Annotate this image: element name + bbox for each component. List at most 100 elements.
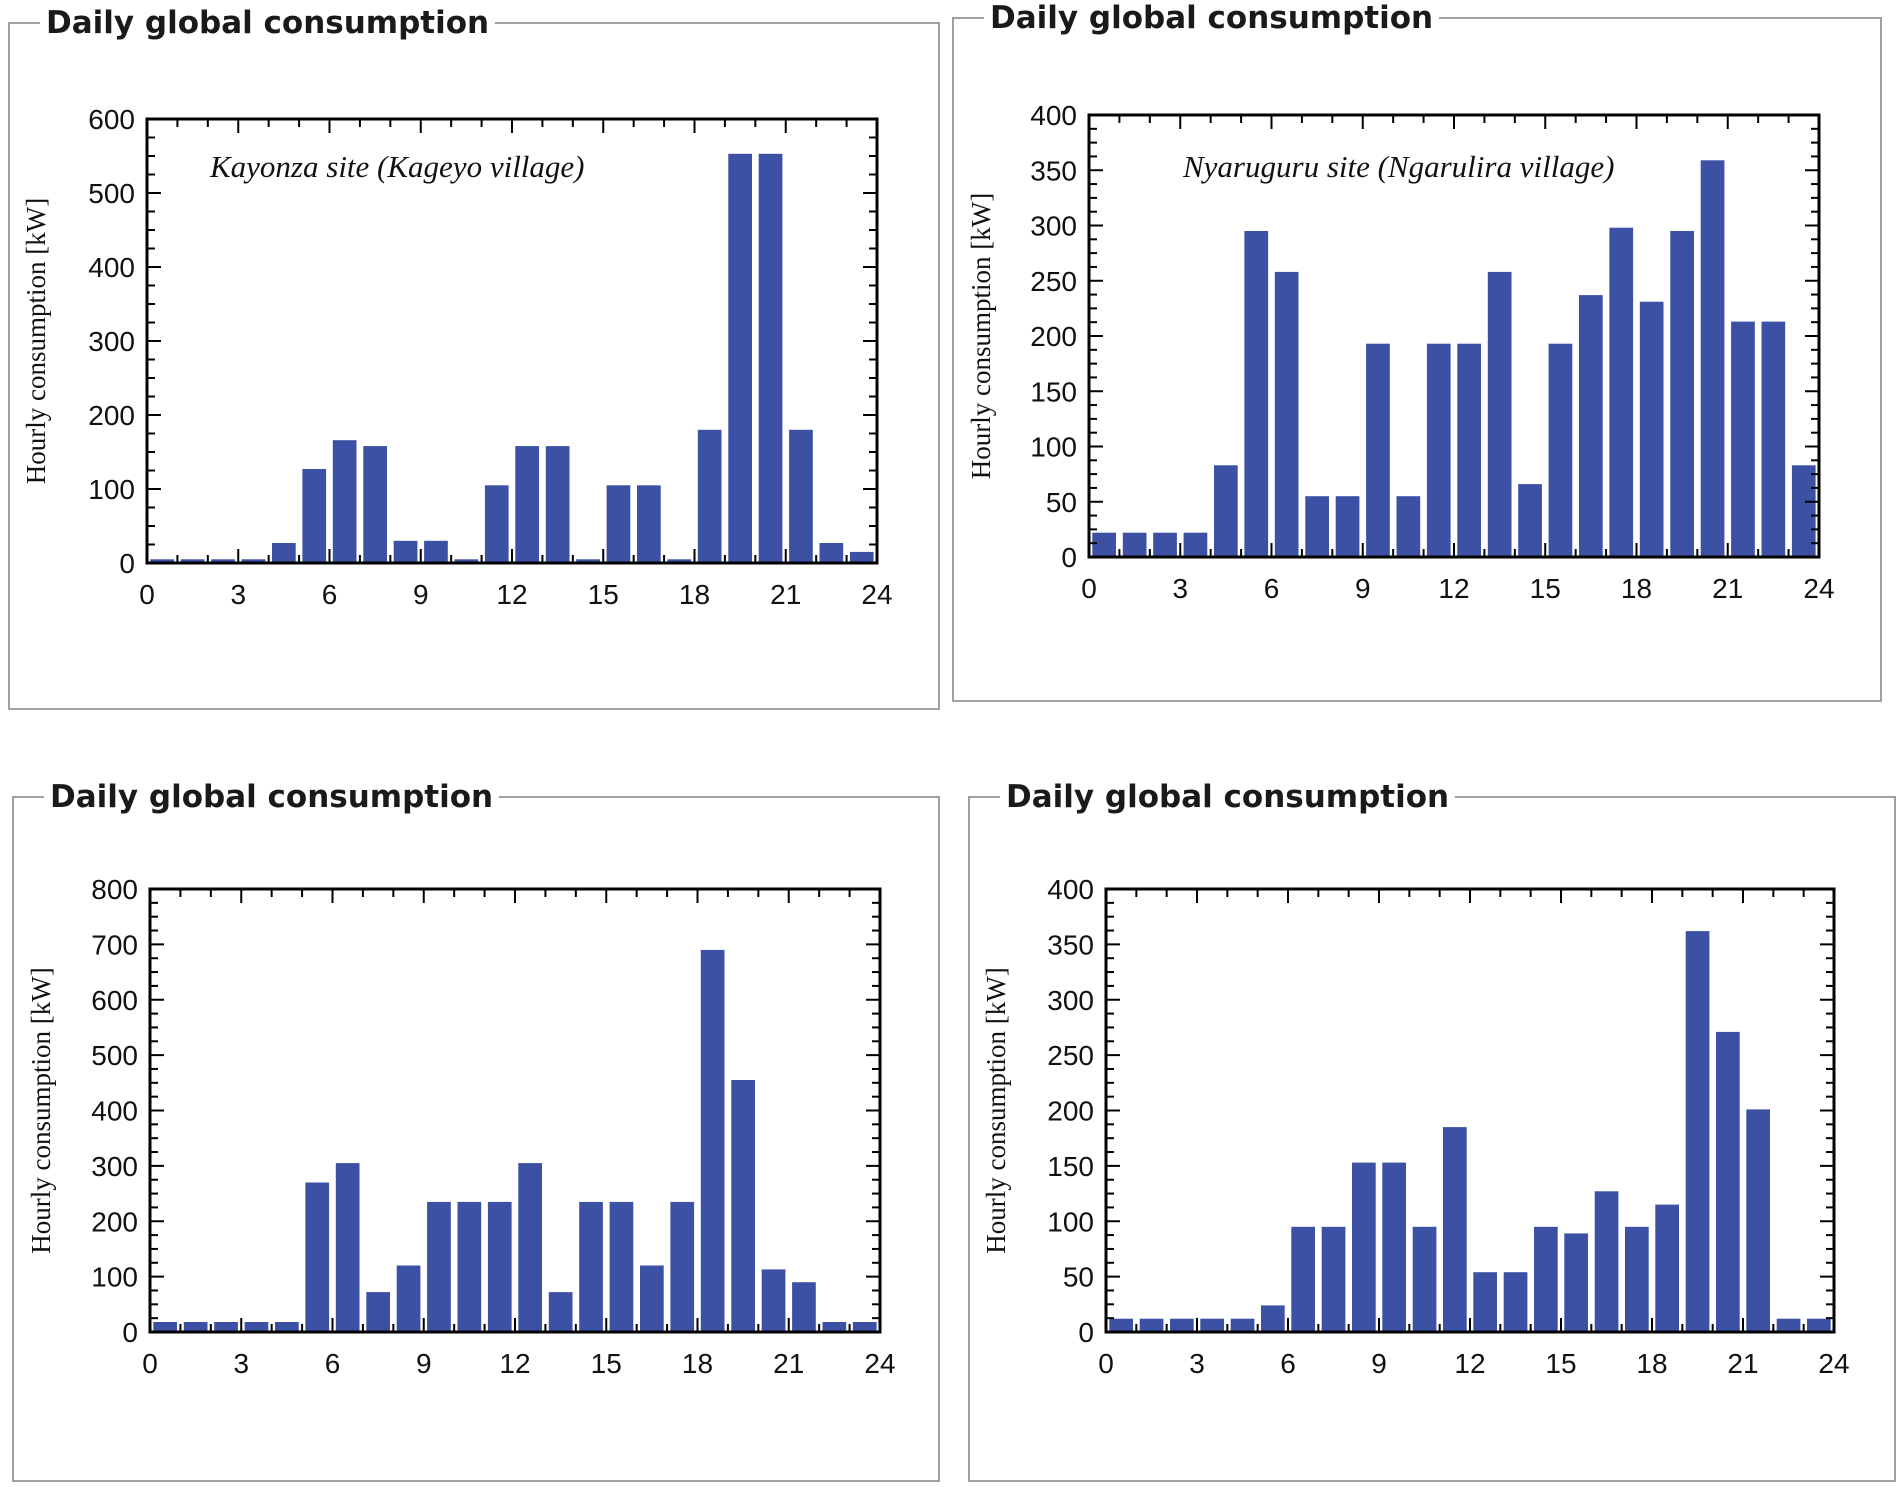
y-tick-label: 200 [88,400,135,431]
bar-hour-14 [1518,484,1542,557]
y-tick-label: 400 [1030,100,1077,131]
y-tick-label: 500 [88,178,135,209]
bar-hour-16 [1594,1191,1619,1332]
bar-hour-0 [1092,532,1116,557]
bar-hour-7 [366,1292,390,1332]
y-axis-label: Hourly consumption [kW] [981,967,1011,1253]
bar-hour-3 [241,559,266,563]
y-tick-label: 0 [122,1317,138,1348]
y-axis-label: Hourly consumption [kW] [966,193,996,479]
x-tick-label: 24 [861,579,892,610]
bar-hour-19 [1685,931,1710,1332]
bar-hour-17 [1625,1226,1649,1332]
x-tick-label: 9 [416,1348,432,1379]
bar-hour-23 [849,551,874,563]
bar-hour-9 [1382,1162,1406,1332]
y-tick-label: 150 [1030,376,1077,407]
y-tick-label: 700 [91,929,138,960]
y-tick-label: 600 [88,104,135,135]
bar-hour-12 [1473,1272,1497,1332]
bar-hour-20 [758,153,783,564]
x-tick-label: 3 [1172,573,1188,604]
bar-hour-22 [1761,321,1786,557]
bar-hour-11 [1426,343,1451,557]
panel-title: Daily global consumption [984,0,1440,37]
y-tick-label: 200 [91,1206,138,1237]
bar-hour-20 [761,1269,786,1332]
bar-hour-5 [302,469,327,563]
bar-hour-1 [180,559,205,563]
bar-hour-20 [1700,160,1725,558]
bar-hour-1 [1139,1318,1164,1332]
bar-hour-2 [214,1322,238,1332]
y-tick-label: 300 [91,1151,138,1182]
site-annotation: Kayonza site (Kageyo village) [209,149,585,184]
bar-hour-23 [1807,1318,1831,1332]
bar-hour-1 [183,1322,208,1332]
bar-hour-20 [1716,1031,1740,1332]
bar-hour-18 [700,949,725,1332]
y-tick-label: 250 [1047,1040,1094,1071]
bar-hour-8 [396,1265,421,1332]
bar-hour-10 [457,1201,482,1332]
y-tick-label: 100 [1030,432,1077,463]
bar-hour-0 [1109,1318,1133,1332]
bar-hour-6 [1291,1226,1315,1332]
bar-hour-18 [1639,301,1664,557]
bar-hour-21 [792,1282,816,1332]
x-tick-label: 6 [322,579,338,610]
bar-hour-16 [1579,295,1603,557]
y-tick-label: 250 [1030,266,1077,297]
bar-hour-7 [1321,1226,1346,1332]
panel-title: Daily global consumption [1000,778,1456,816]
y-tick-label: 600 [91,985,138,1016]
y-tick-label: 0 [119,548,135,579]
bar-hour-7 [363,446,387,563]
bar-hour-15 [606,485,631,563]
bar-hour-6 [1274,271,1299,557]
y-tick-label: 200 [1030,321,1077,352]
x-tick-label: 15 [1530,573,1561,604]
bar-hour-4 [272,543,296,563]
x-tick-label: 15 [1545,1348,1576,1379]
bar-hour-7 [1305,496,1329,557]
chart-panel-bottom-right: Daily global consumption [968,778,1896,1482]
bar-hour-13 [548,1292,573,1332]
bar-hour-3 [1200,1318,1224,1332]
bar-hour-5 [1261,1305,1285,1332]
x-tick-label: 18 [679,579,710,610]
bar-hour-12 [518,1163,542,1332]
bar-hour-10 [454,559,479,563]
bar-hour-4 [1230,1318,1255,1332]
bar-hour-3 [244,1322,269,1332]
bar-hour-10 [1412,1226,1437,1332]
x-tick-label: 6 [1264,573,1280,604]
x-tick-label: 9 [1371,1348,1387,1379]
bar-hour-18 [697,429,722,563]
x-tick-label: 3 [233,1348,249,1379]
x-tick-label: 9 [413,579,429,610]
bar-hour-9 [1366,343,1390,557]
x-tick-label: 24 [1818,1348,1849,1379]
bar-hour-21 [1746,1109,1770,1332]
bar-hour-22 [822,1322,847,1332]
x-tick-label: 12 [499,1348,530,1379]
bar-hour-0 [153,1322,177,1332]
y-tick-label: 800 [91,874,138,905]
y-axis-label: Hourly consumption [kW] [21,198,51,484]
bar-hour-8 [1352,1162,1376,1332]
y-tick-label: 0 [1061,542,1077,573]
bar-hour-4 [1214,465,1238,557]
chart-panel-kayonza: Daily global consumption [8,4,940,710]
panel-title: Daily global consumption [40,4,496,42]
x-tick-label: 9 [1355,573,1371,604]
bar-hour-9 [424,540,448,563]
bar-hour-12 [1457,343,1481,557]
bar-hour-5 [1244,231,1269,557]
bar-hour-10 [1396,496,1421,557]
bar-hour-16 [640,1265,664,1332]
y-tick-label: 100 [88,474,135,505]
bar-hour-6 [332,440,357,563]
